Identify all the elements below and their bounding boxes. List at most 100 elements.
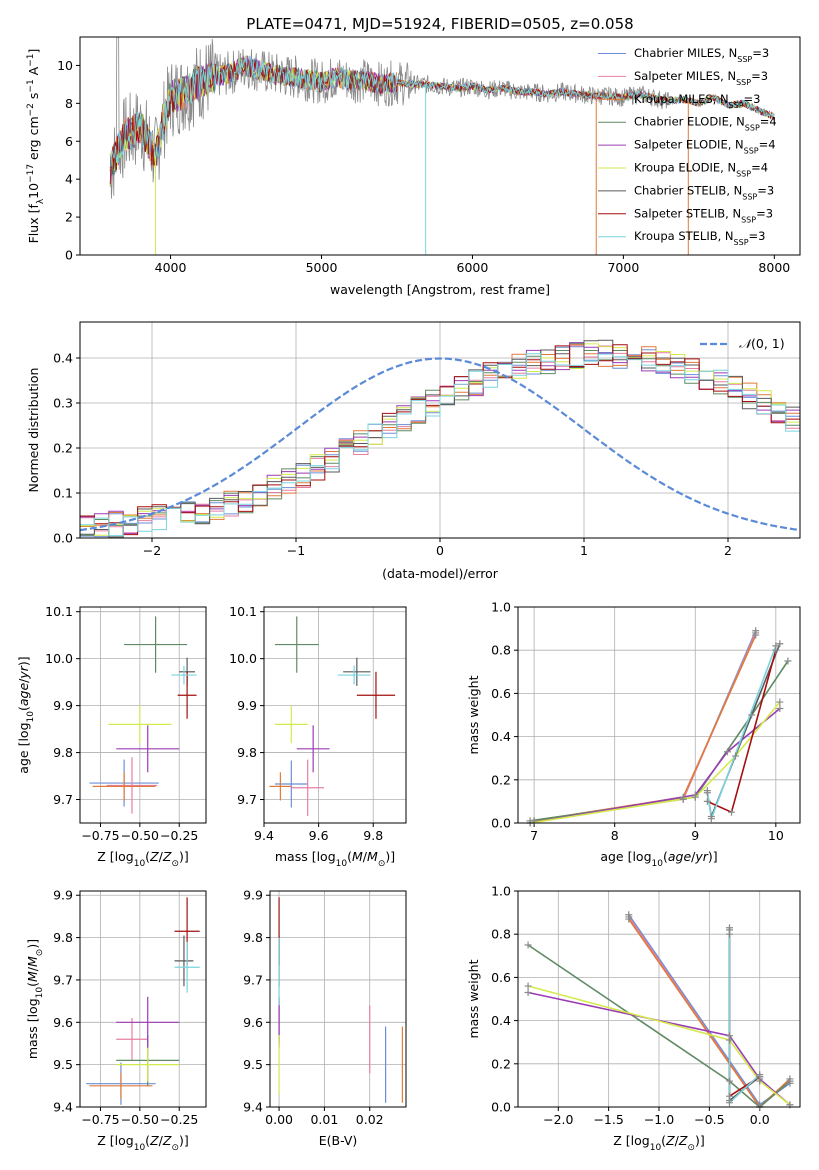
legend-label: Salpeter ELODIE, NSSP=4 xyxy=(634,138,776,156)
weight-marker xyxy=(524,982,532,990)
residual-histogram-line xyxy=(80,344,800,527)
y-tick-label: 9.7 xyxy=(53,792,73,807)
legend-count: =3 xyxy=(749,229,766,243)
legend-label: Kroupa MILES, NSSP=3 xyxy=(634,92,760,110)
label-part: )] xyxy=(179,1133,189,1148)
label-part: erg cm xyxy=(26,116,41,164)
y-tick-label: 9.6 xyxy=(53,1015,73,1030)
residual-histogram-line xyxy=(80,343,800,536)
y-tick-label: 0.8 xyxy=(491,927,511,942)
label-part: wavelength [Angstrom, rest frame] xyxy=(330,282,550,297)
weight-line xyxy=(533,632,757,822)
label-part: 10 xyxy=(26,711,36,723)
label-part: mass [log xyxy=(275,849,336,864)
observed-spectrum-line xyxy=(109,37,670,199)
y-tick-label: 9.8 xyxy=(53,930,73,945)
weight-line xyxy=(527,985,791,1106)
weight-line xyxy=(533,630,757,822)
x-tick-label: −1.0 xyxy=(644,1112,674,1127)
legend-text: Chabrier STELIB, N xyxy=(634,183,742,197)
legend-sub: SSP xyxy=(729,100,744,109)
label-part: age xyxy=(16,683,31,707)
weight-marker xyxy=(691,793,699,801)
label-part: Z xyxy=(149,1133,159,1148)
y-tick-label: 10.0 xyxy=(229,651,257,666)
legend-count: =3 xyxy=(757,183,774,197)
label-part: Z xyxy=(665,1133,675,1148)
y-tick-label: 0.0 xyxy=(491,816,511,831)
y-tick-label: 0.8 xyxy=(491,643,511,658)
plot-area xyxy=(109,37,775,255)
x-tick-label: 0.01 xyxy=(310,1112,338,1127)
label-part: A xyxy=(26,66,41,79)
y-tick-label: 0.0 xyxy=(491,1100,511,1115)
y-tick-label: 0.1 xyxy=(53,486,73,501)
legend-text: Chabrier MILES, N xyxy=(634,46,737,60)
x-tick-label: −0.50 xyxy=(121,828,159,843)
legend-sub: SSP xyxy=(744,146,759,155)
x-tick-label: −0.5 xyxy=(694,1112,724,1127)
y-tick-label: 0 xyxy=(65,248,73,263)
weight-line xyxy=(527,991,791,1106)
x-tick-label: 2 xyxy=(724,543,732,558)
x-tick-label: 10 xyxy=(768,828,784,843)
weight-line xyxy=(529,707,781,823)
label-part: Z xyxy=(162,849,172,864)
label-part: 10 xyxy=(134,1143,146,1153)
label-part: E(B-V) xyxy=(319,1133,358,1148)
label-part: ⊙ xyxy=(35,949,45,957)
axes-frame xyxy=(517,606,801,824)
label-part: )] xyxy=(25,939,40,949)
model-spectrum-line xyxy=(109,58,775,175)
weight-marker xyxy=(772,642,780,650)
legend-label: Chabrier ELODIE, NSSP=4 xyxy=(634,115,777,133)
label-part: / xyxy=(16,678,31,683)
legend-label: Salpeter MILES, NSSP=3 xyxy=(634,69,768,87)
weight-line xyxy=(628,918,791,1107)
label-part: Z xyxy=(149,849,159,864)
weight-marker xyxy=(776,698,784,706)
y-tick-label: 8 xyxy=(65,96,73,111)
y-tick-label: 0.6 xyxy=(491,686,511,701)
label-part: mass weight xyxy=(466,675,481,754)
weight-marker xyxy=(726,926,733,934)
label-part: ] xyxy=(26,49,41,54)
label-part: ( xyxy=(145,849,150,864)
weight-line xyxy=(706,645,777,819)
label-part: λ xyxy=(36,198,46,204)
y-tick-label: 2 xyxy=(65,210,73,225)
legend-label: Kroupa ELODIE, NSSP=4 xyxy=(634,161,768,179)
label-part: / xyxy=(675,1133,680,1148)
weight-marker xyxy=(786,1077,794,1085)
x-tick-label: −2.0 xyxy=(543,1112,573,1127)
x-tick-label: −0.75 xyxy=(81,828,119,843)
weight-marker xyxy=(784,657,792,665)
weight-marker xyxy=(748,711,756,719)
legend-sub: SSP xyxy=(736,77,751,86)
y-tick-label: 10.1 xyxy=(229,604,257,619)
x-tick-label: −0.25 xyxy=(160,828,198,843)
legend-sub: SSP xyxy=(737,55,752,64)
weight-line xyxy=(529,660,789,822)
legend-text: Salpeter ELODIE, N xyxy=(634,138,744,152)
y-tick-label: 0.4 xyxy=(53,351,73,366)
legend-text: Kroupa STELIB, N xyxy=(634,229,734,243)
weight-marker xyxy=(723,748,731,756)
x-tick-label: 9.4 xyxy=(254,828,274,843)
label-part: ⊙ xyxy=(687,1143,695,1153)
x-tick-label: 0 xyxy=(436,543,444,558)
x-tick-label: 7000 xyxy=(607,260,639,275)
weight-marker xyxy=(703,787,711,795)
label-part: ( xyxy=(145,1133,150,1148)
legend-text: Salpeter MILES, N xyxy=(634,69,736,83)
x-tick-label: 7 xyxy=(530,828,538,843)
x-tick-label: 9 xyxy=(691,828,699,843)
label-part: 10 xyxy=(26,183,41,199)
model-spectrum-line xyxy=(109,55,775,167)
label-part: ( xyxy=(347,849,352,864)
x-tick-label: 8 xyxy=(611,828,619,843)
y-tick-label: 10.0 xyxy=(45,651,73,666)
label-part: yr xyxy=(16,665,31,679)
